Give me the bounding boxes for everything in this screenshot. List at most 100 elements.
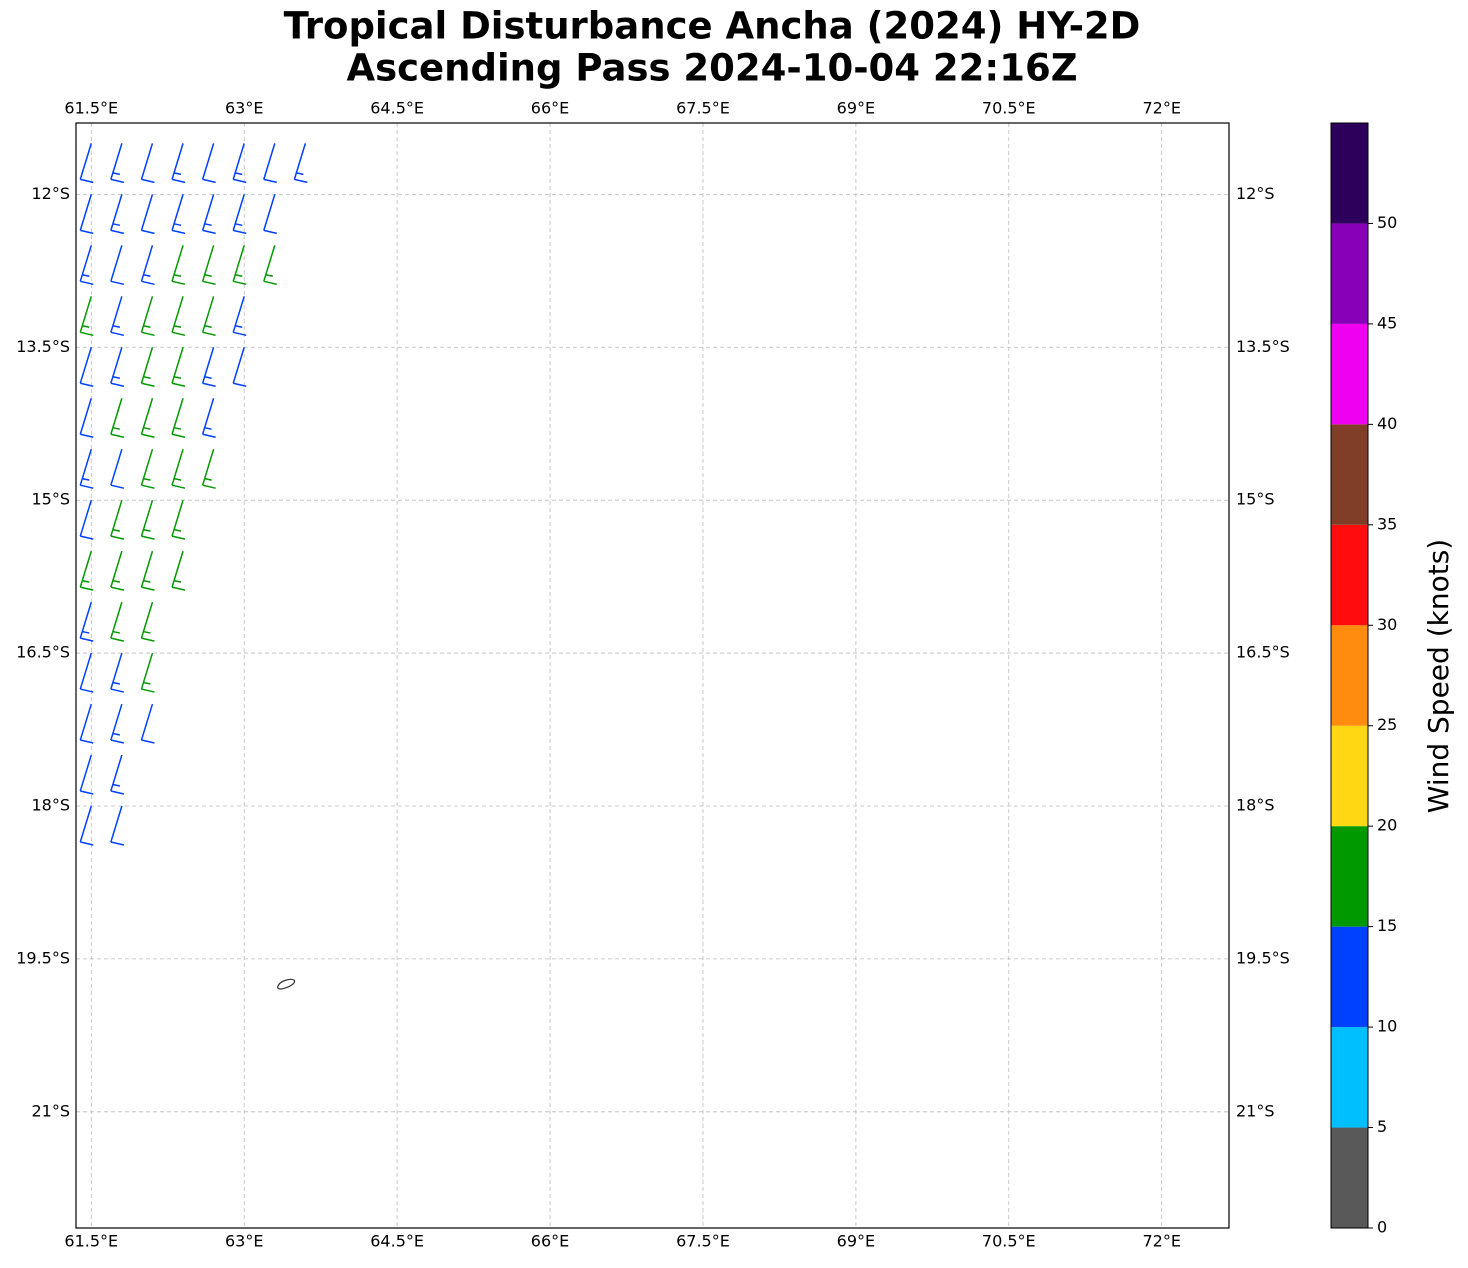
colorbar-tick-label: 10 — [1377, 1017, 1397, 1036]
colorbar-segment — [1331, 524, 1368, 626]
wind-barb — [110, 296, 125, 337]
wind-barb — [140, 652, 155, 693]
x-tick-label: 61.5°E — [64, 99, 118, 118]
wind-barb — [110, 499, 125, 540]
wind-barb — [171, 448, 186, 489]
wind-barb — [79, 754, 94, 795]
colorbar-tick-label: 15 — [1377, 916, 1397, 935]
wind-barb — [110, 448, 125, 489]
wind-barb — [79, 347, 94, 387]
colorbar-segment — [1331, 926, 1368, 1028]
colorbar-segment — [1331, 1027, 1368, 1128]
wind-barb — [201, 194, 216, 235]
wind-barb — [79, 448, 94, 489]
wind-barb — [293, 143, 308, 184]
wind-barb — [140, 703, 155, 744]
wind-barb — [79, 499, 94, 540]
colorbar-label: Wind Speed (knots) — [1422, 539, 1455, 813]
wind-barb — [140, 296, 155, 337]
wind-barb — [140, 550, 155, 591]
wind-barb — [110, 805, 125, 846]
colorbar-tick-label: 40 — [1377, 414, 1397, 433]
wind-barb — [201, 448, 216, 489]
barbs — [79, 143, 308, 846]
x-tick-label: 66°E — [531, 1232, 569, 1251]
wind-barb — [232, 194, 247, 235]
x-tick-label: 63°E — [225, 1232, 263, 1251]
wind-barb — [171, 550, 186, 591]
wind-barb — [171, 499, 186, 540]
wind-barb — [79, 194, 94, 235]
chart-title: Tropical Disturbance Ancha (2024) HY-2D — [284, 5, 1141, 48]
wind-barb — [79, 143, 94, 184]
colorbar-segment — [1331, 1127, 1368, 1228]
wind-barb — [140, 448, 155, 489]
wind-barb — [110, 398, 125, 438]
wind-barb — [232, 143, 247, 184]
colorbar-segment — [1331, 625, 1368, 726]
colorbar-tick-label: 35 — [1377, 514, 1397, 533]
wind-barb — [171, 347, 186, 387]
wind-barb — [110, 194, 125, 235]
wind-barb — [79, 805, 94, 846]
colorbar-segment — [1331, 223, 1368, 324]
wind-barb — [171, 143, 186, 184]
x-tick-label: 70.5°E — [982, 99, 1036, 118]
wind-barb — [171, 194, 186, 235]
colorbar-segment — [1331, 323, 1368, 425]
wind-barb — [140, 347, 155, 387]
x-tick-label: 69°E — [837, 1232, 875, 1251]
wind-barb — [110, 754, 125, 795]
wind-barb — [263, 245, 277, 286]
colorbar-segment — [1331, 424, 1368, 525]
y-tick-label: 12°S — [1236, 184, 1275, 203]
wind-barb — [171, 398, 186, 438]
wind-barb — [263, 143, 277, 184]
wind-barb — [140, 398, 155, 438]
colorbar-tick-label: 25 — [1377, 715, 1397, 734]
wind-barb — [110, 347, 125, 387]
wind-barb — [79, 398, 94, 438]
y-tick-label: 18°S — [1236, 795, 1275, 814]
colorbar-segment — [1331, 725, 1368, 827]
chart-subtitle: Ascending Pass 2024-10-04 22:16Z — [346, 47, 1077, 90]
x-tick-label: 69°E — [837, 99, 875, 118]
y-tick-label: 16.5°S — [1236, 643, 1290, 662]
colorbar-tick-label: 50 — [1377, 213, 1397, 232]
wind-barb — [140, 143, 155, 184]
x-tick-label: 64.5°E — [370, 99, 424, 118]
y-tick-label: 19.5°S — [1236, 948, 1290, 967]
wind-barb — [110, 245, 125, 286]
wind-barb — [110, 652, 125, 693]
wind-barb — [79, 245, 94, 286]
wind-barb — [263, 194, 277, 235]
wind-barb — [201, 245, 216, 286]
x-tick-label: 64.5°E — [370, 1232, 424, 1251]
y-tick-label: 15°S — [31, 490, 70, 509]
wind-barb — [201, 347, 216, 387]
y-tick-label: 21°S — [31, 1101, 70, 1120]
y-tick-label: 13.5°S — [16, 337, 70, 356]
map-frame — [75, 122, 1230, 1229]
colorbar-tick-label: 20 — [1377, 816, 1397, 835]
wind-barb — [140, 194, 155, 235]
colorbar-tick-label: 5 — [1377, 1117, 1387, 1136]
wind-barb — [79, 296, 94, 337]
wind-barb — [140, 245, 155, 286]
wind-barb — [79, 652, 94, 693]
y-tick-label: 21°S — [1236, 1101, 1275, 1120]
wind-barb — [110, 601, 125, 642]
x-tick-label: 67.5°E — [676, 99, 730, 118]
wind-barb — [110, 703, 125, 744]
colorbar-frame — [1330, 122, 1369, 1229]
wind-barb — [79, 601, 94, 642]
wind-barb — [110, 550, 125, 591]
wind-barb — [140, 499, 155, 540]
island-outline — [277, 978, 296, 990]
wind-barb — [79, 703, 94, 744]
colorbar-segment — [1331, 123, 1368, 224]
x-tick-label: 72°E — [1142, 99, 1180, 118]
y-tick-label: 18°S — [31, 795, 70, 814]
wind-barb — [201, 143, 216, 184]
